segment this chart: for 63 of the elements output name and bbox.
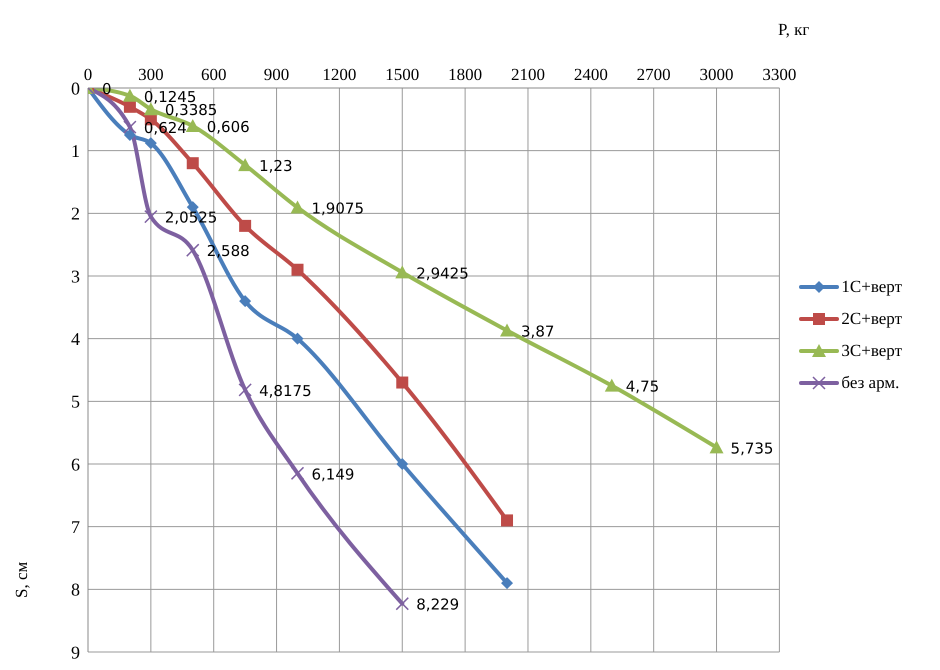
point — [710, 440, 724, 454]
data-label: 0,3385 — [164, 101, 218, 120]
point — [186, 118, 200, 132]
point — [239, 220, 252, 232]
data-label: 5,735 — [730, 439, 774, 458]
y-tick-label: 9 — [71, 642, 80, 662]
point — [239, 295, 252, 308]
legend-label: без арм. — [841, 373, 900, 393]
y-tick-label: 0 — [71, 78, 80, 98]
point — [501, 514, 514, 526]
y-tick-label: 3 — [71, 266, 80, 286]
point — [124, 129, 136, 141]
point — [292, 332, 304, 345]
x-tick-label: 600 — [200, 65, 226, 84]
point — [186, 157, 199, 170]
x-tick-label: 3000 — [700, 65, 734, 84]
point — [123, 120, 137, 134]
point — [604, 378, 619, 392]
x-tick-label: 300 — [138, 65, 164, 84]
point — [144, 137, 157, 150]
legend-label: 3C+верт — [841, 341, 902, 361]
point — [144, 210, 158, 224]
legend-label: 2C+верт — [841, 309, 902, 329]
x-axis-title: P, кг — [778, 20, 810, 40]
y-tick-label: 5 — [71, 392, 80, 412]
data-label: 0,606 — [206, 118, 250, 136]
x-tick-label: 900 — [264, 65, 290, 84]
y-tick-label: 8 — [71, 580, 80, 600]
y-axis-title: S, см — [12, 562, 32, 598]
data-label: 1,23 — [259, 157, 293, 176]
point — [238, 383, 252, 397]
point — [186, 243, 200, 257]
data-label: 4,8175 — [259, 382, 312, 400]
y-tick-label: 6 — [71, 454, 80, 474]
x-tick-label: 1800 — [448, 65, 482, 84]
y-tick-label: 2 — [71, 204, 80, 224]
y-tick-label: 1 — [71, 141, 80, 162]
x-tick-label: 2700 — [636, 65, 671, 84]
point — [396, 376, 408, 389]
y-tick-label: 4 — [71, 329, 80, 350]
point — [500, 324, 514, 337]
point — [396, 458, 408, 470]
data-label: 2,9425 — [416, 264, 469, 282]
data-label: 8,229 — [416, 596, 460, 614]
point — [122, 88, 137, 102]
x-tick-label: 3300 — [762, 65, 796, 84]
data-label: 4,75 — [626, 378, 660, 396]
x-tick-label: 1200 — [322, 65, 356, 84]
point — [501, 577, 514, 590]
data-label: 6,149 — [312, 465, 354, 484]
point — [395, 265, 410, 278]
legend-label: 1C+верт — [841, 277, 902, 297]
point — [292, 264, 304, 276]
data-label: 3,87 — [521, 322, 554, 341]
data-label: 1,9075 — [312, 200, 364, 218]
x-tick-label: 2400 — [574, 65, 608, 84]
point — [124, 100, 136, 113]
point — [290, 466, 304, 480]
x-tick-label: 2100 — [510, 65, 545, 84]
point — [396, 596, 410, 610]
x-tick-label: 0 — [84, 65, 92, 84]
y-tick-label: 7 — [71, 517, 80, 538]
x-tick-label: 1500 — [385, 65, 420, 84]
